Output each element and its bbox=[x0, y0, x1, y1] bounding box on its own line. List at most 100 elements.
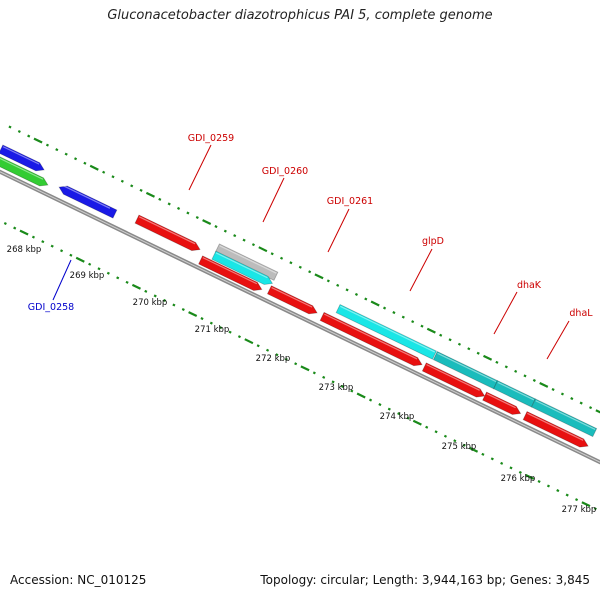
inner-tick bbox=[284, 357, 288, 361]
inner-tick bbox=[75, 256, 85, 263]
kbp-label: 274 kbp bbox=[380, 412, 415, 422]
callout-line-dhak bbox=[493, 291, 518, 335]
outer-tick bbox=[370, 300, 380, 307]
inner-tick bbox=[209, 321, 213, 325]
callout-line-gdi-0259 bbox=[188, 144, 212, 191]
inner-tick bbox=[256, 344, 260, 348]
kbp-label: 277 kbp bbox=[562, 505, 597, 515]
outer-tick bbox=[476, 351, 480, 355]
outer-tick bbox=[233, 234, 237, 238]
gene-red-4-sheen bbox=[324, 313, 418, 360]
accession-text: Accession: NC_010125 bbox=[10, 573, 147, 587]
inner-tick bbox=[412, 419, 422, 426]
outer-tick-track bbox=[8, 125, 600, 414]
gene-gray-1 bbox=[214, 243, 279, 281]
outer-tick bbox=[483, 354, 493, 361]
outer-tick bbox=[504, 365, 508, 369]
gene-label-dhak: dhaK bbox=[517, 280, 542, 291]
inner-tick bbox=[265, 348, 270, 352]
outer-tick bbox=[279, 256, 284, 260]
gene-red-6 bbox=[482, 391, 522, 415]
map-title: Gluconacetobacter diazotrophicus PAI 5, … bbox=[107, 8, 493, 23]
gene-red-3-shape bbox=[266, 285, 318, 315]
callout-line-gdi-0260 bbox=[262, 177, 285, 223]
kbp-label: 271 kbp bbox=[195, 325, 230, 335]
inner-tick bbox=[509, 466, 513, 470]
gene-blue-1 bbox=[0, 144, 45, 172]
outer-tick bbox=[45, 143, 49, 147]
inner-tick bbox=[378, 403, 382, 407]
gene-features bbox=[0, 144, 598, 448]
gene-teal-3-shape bbox=[531, 398, 598, 438]
gene-label-gdi-0258: GDI_0258 bbox=[28, 302, 74, 313]
inner-tick bbox=[312, 371, 316, 375]
inner-tick bbox=[125, 280, 129, 284]
gene-red-4-shape bbox=[319, 311, 423, 367]
gene-label-gdi-0260: GDI_0260 bbox=[262, 166, 308, 177]
outer-tick bbox=[33, 137, 43, 144]
outer-tick bbox=[560, 392, 564, 396]
gene-red-5-shape bbox=[421, 362, 486, 398]
outer-tick bbox=[589, 406, 593, 410]
gene-red-2-sheen bbox=[202, 257, 258, 285]
outer-tick bbox=[83, 161, 87, 165]
gene-red-6-shape bbox=[482, 391, 522, 415]
outer-tick bbox=[448, 338, 452, 342]
gene-blue-2 bbox=[58, 184, 118, 219]
gene-red-3 bbox=[266, 285, 318, 315]
outer-tick bbox=[411, 320, 415, 324]
outer-tick bbox=[27, 134, 31, 138]
outer-tick bbox=[130, 184, 134, 188]
gene-label-dhal: dhaL bbox=[569, 308, 593, 319]
inner-tick bbox=[88, 262, 92, 266]
gene-cyan-2-sheen bbox=[340, 305, 436, 353]
inner-tick bbox=[462, 443, 466, 447]
inner-tick bbox=[340, 384, 345, 388]
inner-tick bbox=[237, 335, 242, 339]
gene-red-1-shape bbox=[134, 214, 201, 251]
inner-tick bbox=[356, 392, 366, 399]
outer-tick bbox=[401, 315, 405, 319]
gene-gray-1-shape bbox=[214, 243, 279, 281]
inner-tick bbox=[31, 235, 35, 239]
inner-tick bbox=[469, 446, 479, 453]
gene-label-gdi-0261: GDI_0261 bbox=[327, 196, 373, 207]
outer-tick bbox=[289, 261, 293, 265]
genome-backbone bbox=[0, 169, 600, 465]
outer-tick bbox=[89, 164, 99, 171]
inner-tick bbox=[443, 434, 448, 438]
outer-tick bbox=[570, 397, 574, 401]
inner-tick bbox=[518, 470, 522, 474]
kbp-label: 276 kbp bbox=[501, 474, 536, 484]
inner-tick bbox=[244, 338, 254, 345]
inner-tick bbox=[13, 226, 17, 230]
inner-tick bbox=[69, 253, 73, 257]
inner-tick bbox=[331, 380, 335, 384]
gene-red-3-sheen bbox=[271, 286, 313, 308]
inner-tick bbox=[19, 229, 29, 236]
outer-tick bbox=[176, 206, 181, 210]
inner-tick bbox=[546, 484, 550, 488]
outer-tick bbox=[314, 273, 324, 280]
outer-tick bbox=[74, 157, 78, 161]
gene-label-glpd: glpD bbox=[422, 236, 444, 247]
outer-tick bbox=[345, 288, 349, 292]
inner-tick bbox=[153, 294, 157, 298]
gene-teal-1-sheen bbox=[437, 352, 497, 383]
outer-tick bbox=[354, 292, 359, 296]
inner-tick bbox=[294, 362, 298, 366]
outer-tick bbox=[270, 252, 274, 256]
callout-line-glpd bbox=[409, 248, 433, 292]
outer-tick bbox=[523, 374, 527, 378]
inner-tick bbox=[537, 479, 541, 484]
gene-red-7-sheen bbox=[527, 412, 584, 441]
kbp-scale-labels: 268 kbp 269 kbp 270 kbp 271 kbp 272 kbp 273 k… bbox=[7, 245, 597, 515]
inner-tick bbox=[556, 489, 560, 493]
inner-tick bbox=[116, 276, 120, 280]
inner-tick bbox=[593, 507, 597, 511]
inner-tick bbox=[131, 283, 141, 290]
outer-tick bbox=[120, 179, 124, 183]
outer-tick bbox=[223, 229, 227, 233]
inner-tick bbox=[525, 474, 535, 480]
